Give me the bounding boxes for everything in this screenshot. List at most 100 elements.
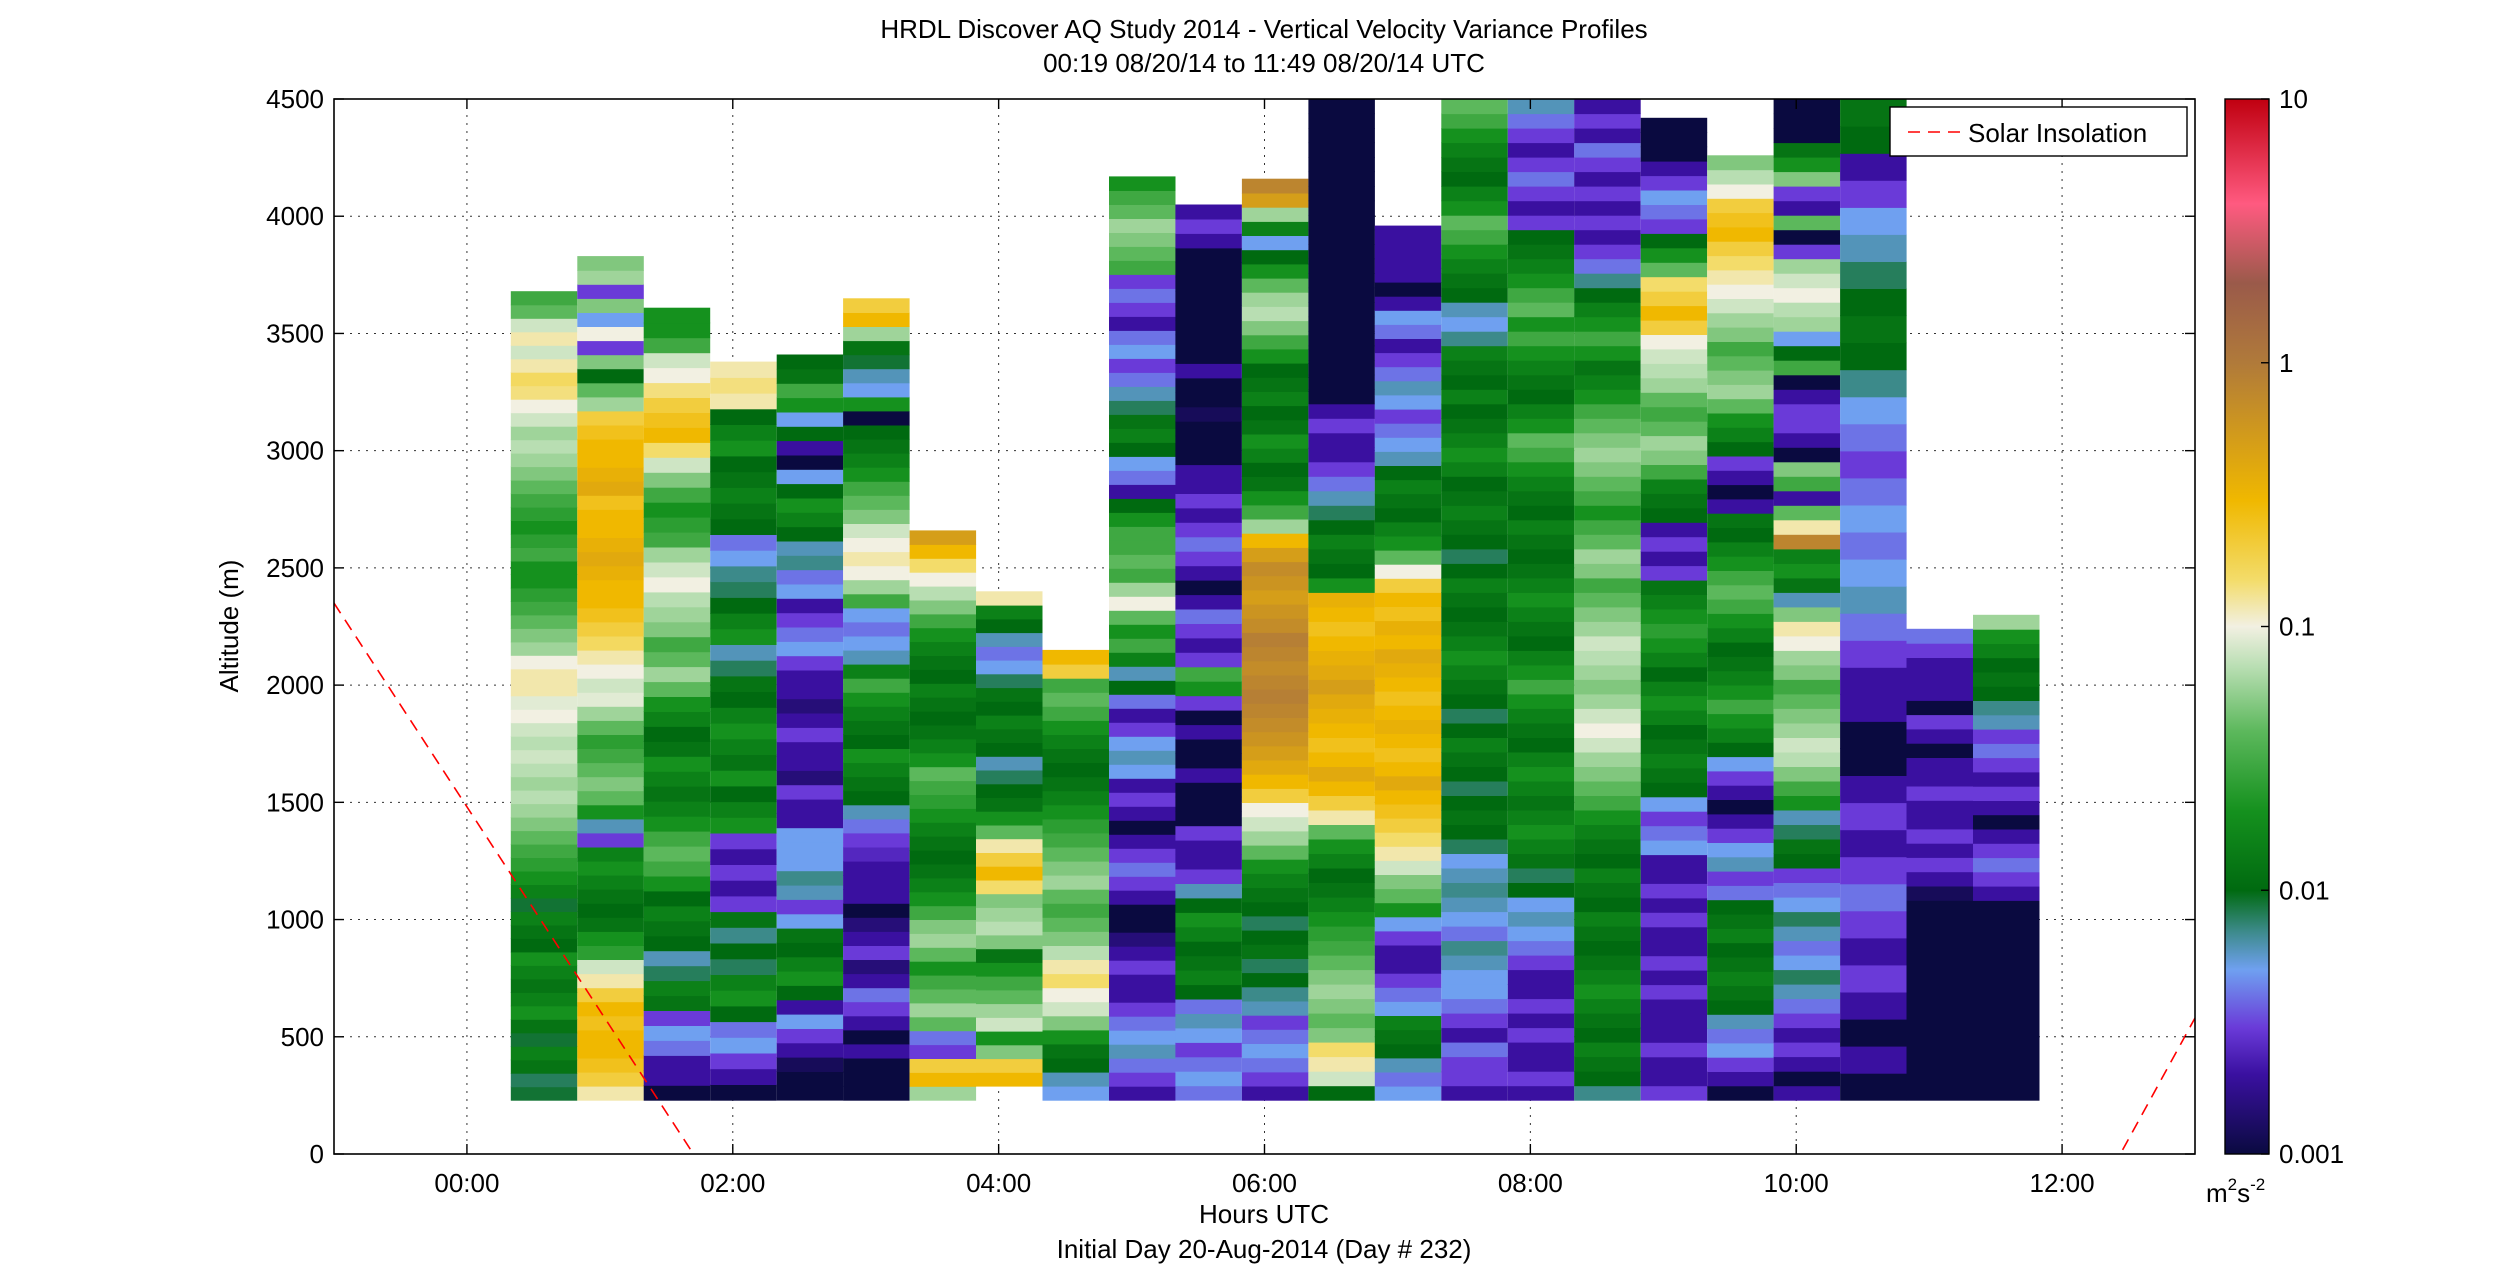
heatmap-cell: [843, 987, 910, 1003]
heatmap-cell: [1574, 229, 1641, 245]
heatmap-cell: [1773, 273, 1841, 289]
heatmap-cell: [1241, 1085, 1309, 1101]
heatmap-cell: [776, 612, 844, 628]
heatmap-cell: [1707, 427, 1774, 443]
heatmap-cell: [1906, 857, 1973, 873]
heatmap-cell: [1374, 987, 1442, 1002]
heatmap-cell: [643, 860, 711, 877]
heatmap-cell: [1374, 380, 1442, 396]
heatmap-cell: [843, 973, 910, 989]
heatmap-cell: [1574, 374, 1641, 390]
heatmap-cell: [843, 1029, 910, 1045]
y-tick-label: 4000: [266, 201, 324, 231]
heatmap-cell: [577, 565, 644, 581]
heatmap-cell: [1175, 926, 1242, 942]
heatmap-cell: [1441, 287, 1508, 303]
heatmap-cell: [1773, 606, 1841, 622]
heatmap-cell: [1574, 331, 1641, 347]
heatmap-cell: [1308, 244, 1375, 260]
profile-column: [643, 307, 711, 1101]
heatmap-cell: [1109, 834, 1176, 849]
heatmap-cell: [776, 497, 844, 513]
heatmap-cell: [1308, 128, 1375, 144]
heatmap-cell: [1109, 288, 1176, 303]
heatmap-cell: [1507, 374, 1575, 390]
heatmap-cell: [710, 895, 777, 913]
heatmap-cell: [643, 472, 711, 488]
heatmap-cell: [1175, 984, 1242, 1000]
heatmap-cell: [510, 601, 578, 616]
heatmap-cell: [1441, 1013, 1508, 1029]
heatmap-cell: [1308, 897, 1375, 913]
heatmap-cell: [1773, 171, 1841, 187]
heatmap-cell: [710, 738, 777, 755]
heatmap-cell: [1507, 360, 1575, 376]
heatmap-cell: [1241, 348, 1309, 364]
heatmap-cell: [1507, 969, 1575, 985]
heatmap-cell: [1109, 400, 1176, 415]
heatmap-cell: [1906, 800, 1973, 816]
heatmap-cell: [1773, 708, 1841, 724]
heatmap-cell: [843, 917, 910, 932]
heatmap-cell: [1241, 887, 1309, 903]
heatmap-cell: [577, 1071, 644, 1087]
heatmap-cell: [843, 678, 910, 693]
heatmap-cell: [1241, 363, 1309, 378]
heatmap-cell: [1109, 302, 1176, 317]
heatmap-cell: [909, 1058, 977, 1073]
heatmap-cell: [1640, 507, 1708, 523]
heatmap-cell: [1109, 876, 1176, 891]
heatmap-cell: [1906, 943, 1973, 958]
heatmap-cell: [1441, 519, 1508, 535]
heatmap-cell: [1507, 751, 1575, 767]
heatmap-cell: [577, 832, 644, 848]
profile-column: [1840, 99, 1907, 1101]
heatmap-cell: [1241, 207, 1309, 222]
heatmap-cell: [1308, 940, 1375, 956]
heatmap-cell: [1109, 652, 1176, 667]
heatmap-cell: [510, 992, 578, 1007]
heatmap-cell: [1840, 396, 1907, 425]
heatmap-cell: [510, 345, 578, 360]
heatmap-cell: [1773, 563, 1841, 579]
heatmap-cell: [1441, 940, 1508, 956]
heatmap-cell: [1574, 403, 1641, 419]
heatmap-cell: [1773, 389, 1841, 405]
heatmap-cell: [1640, 753, 1708, 769]
heatmap-cell: [577, 1029, 644, 1045]
heatmap-cell: [1109, 624, 1176, 639]
heatmap-cell: [976, 948, 1043, 963]
heatmap-cell: [1574, 316, 1641, 332]
heatmap-cell: [1109, 694, 1176, 709]
heatmap-cell: [1175, 840, 1242, 856]
heatmap-cell: [577, 1043, 644, 1059]
heatmap-cell: [776, 469, 844, 485]
heatmap-cell: [1507, 490, 1575, 506]
heatmap-cell: [510, 1059, 578, 1074]
heatmap-cell: [1308, 1085, 1375, 1101]
heatmap-cell: [776, 827, 844, 843]
heatmap-cell: [643, 322, 711, 339]
heatmap-cell: [1973, 743, 2040, 759]
heatmap-cell: [1840, 261, 1907, 289]
heatmap-cell: [510, 924, 578, 939]
heatmap-cell: [1308, 316, 1375, 332]
heatmap-cell: [1374, 465, 1442, 481]
heatmap-cell: [1574, 635, 1641, 651]
heatmap-cell: [1574, 926, 1641, 942]
heatmap-cell: [1973, 1085, 2040, 1101]
heatmap-cell: [1441, 244, 1508, 260]
colorbar-unit-mid: s: [2237, 1178, 2250, 1208]
heatmap-cell: [1441, 621, 1508, 637]
heatmap-cell: [843, 438, 910, 454]
heatmap-cell: [909, 808, 977, 823]
heatmap-cell: [1574, 737, 1641, 753]
heatmap-cell: [577, 354, 644, 370]
heatmap-cell: [1507, 897, 1575, 913]
heatmap-cell: [1773, 505, 1841, 521]
heatmap-cell: [1840, 315, 1907, 344]
heatmap-cell: [577, 804, 644, 820]
heatmap-cell: [1707, 642, 1774, 657]
heatmap-cell: [510, 776, 578, 791]
heatmap-cell: [643, 845, 711, 862]
